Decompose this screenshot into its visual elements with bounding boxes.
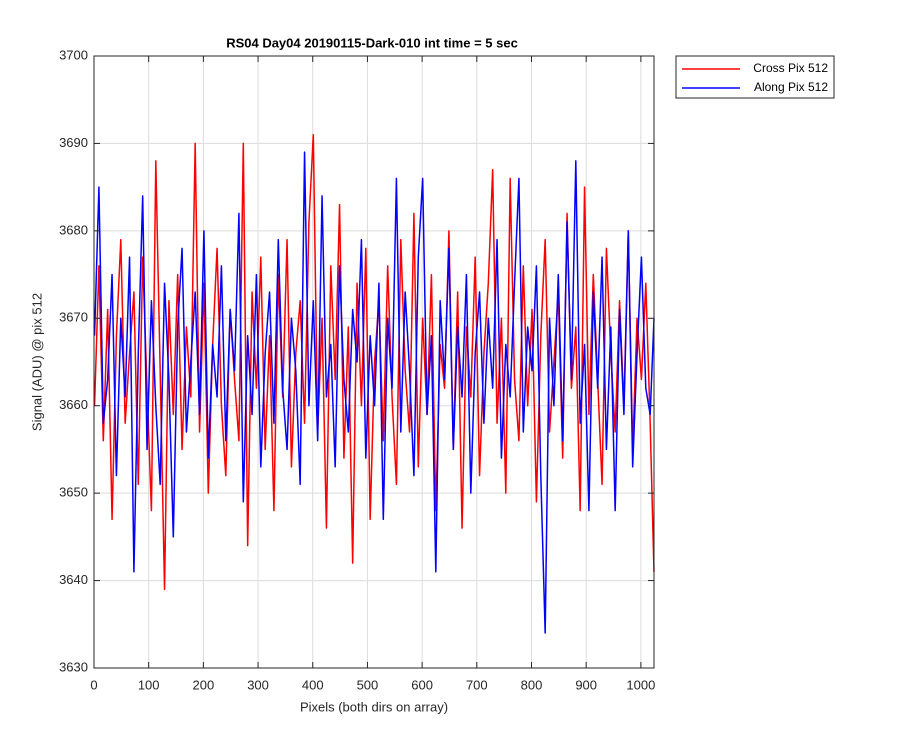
y-tick-label: 3700 <box>59 47 88 62</box>
x-tick-label: 1000 <box>626 677 655 692</box>
x-tick-label: 100 <box>138 677 160 692</box>
x-tick-label: 600 <box>411 677 433 692</box>
x-tick-label: 500 <box>357 677 379 692</box>
x-tick-label: 800 <box>521 677 543 692</box>
x-axis-label: Pixels (both dirs on array) <box>300 699 448 714</box>
y-tick-label: 3660 <box>59 397 88 412</box>
axes-box <box>93 55 655 669</box>
chart-title: RS04 Day04 20190115-Dark-010 int time = … <box>226 35 518 50</box>
x-tick-label: 900 <box>575 677 597 692</box>
x-tick-label: 700 <box>466 677 488 692</box>
x-tick-label: 200 <box>193 677 215 692</box>
x-tick-label: 400 <box>302 677 324 692</box>
x-tick-label: 0 <box>90 677 97 692</box>
legend-box <box>675 55 835 99</box>
series-line <box>93 151 655 634</box>
y-tick-label: 3650 <box>59 485 88 500</box>
legend-label: Along Pix 512 <box>754 80 828 94</box>
y-tick-label: 3630 <box>59 659 88 674</box>
y-tick-label: 3690 <box>59 135 88 150</box>
y-tick-label: 3680 <box>59 222 88 237</box>
y-axis-label: Signal (ADU) @ pix 512 <box>29 293 44 431</box>
x-tick-label: 300 <box>247 677 269 692</box>
legend-label: Cross Pix 512 <box>753 61 828 75</box>
y-tick-label: 3640 <box>59 572 88 587</box>
y-tick-label: 3670 <box>59 310 88 325</box>
